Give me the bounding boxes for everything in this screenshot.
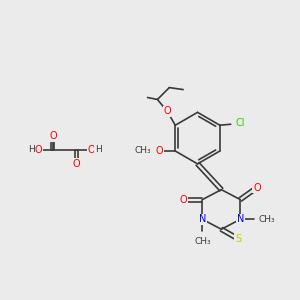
Text: O: O [253,183,261,193]
Text: O: O [49,131,57,141]
Text: N: N [236,214,244,224]
Text: S: S [235,234,241,244]
Text: O: O [88,145,95,155]
Text: CH₃: CH₃ [135,146,152,155]
Text: Cl: Cl [236,118,245,128]
Text: O: O [34,145,42,155]
Text: N: N [199,214,206,224]
Text: H: H [28,146,34,154]
Text: O: O [156,146,163,156]
Text: O: O [73,159,80,169]
Text: CH₃: CH₃ [258,215,275,224]
Text: H: H [95,146,102,154]
Text: O: O [164,106,171,116]
Text: O: O [180,194,188,205]
Text: CH₃: CH₃ [194,237,211,246]
